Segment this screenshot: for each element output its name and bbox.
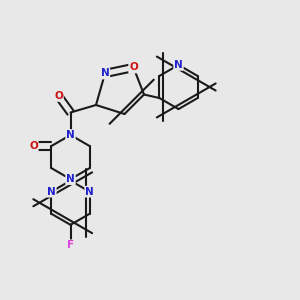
Text: N: N	[66, 130, 75, 140]
Text: O: O	[54, 91, 63, 101]
Text: N: N	[66, 174, 75, 184]
Text: N: N	[85, 187, 94, 197]
Text: F: F	[67, 240, 74, 250]
Text: N: N	[100, 68, 109, 79]
Text: N: N	[174, 60, 183, 70]
Text: O: O	[29, 141, 38, 151]
Text: N: N	[47, 187, 56, 197]
Text: O: O	[129, 62, 138, 73]
